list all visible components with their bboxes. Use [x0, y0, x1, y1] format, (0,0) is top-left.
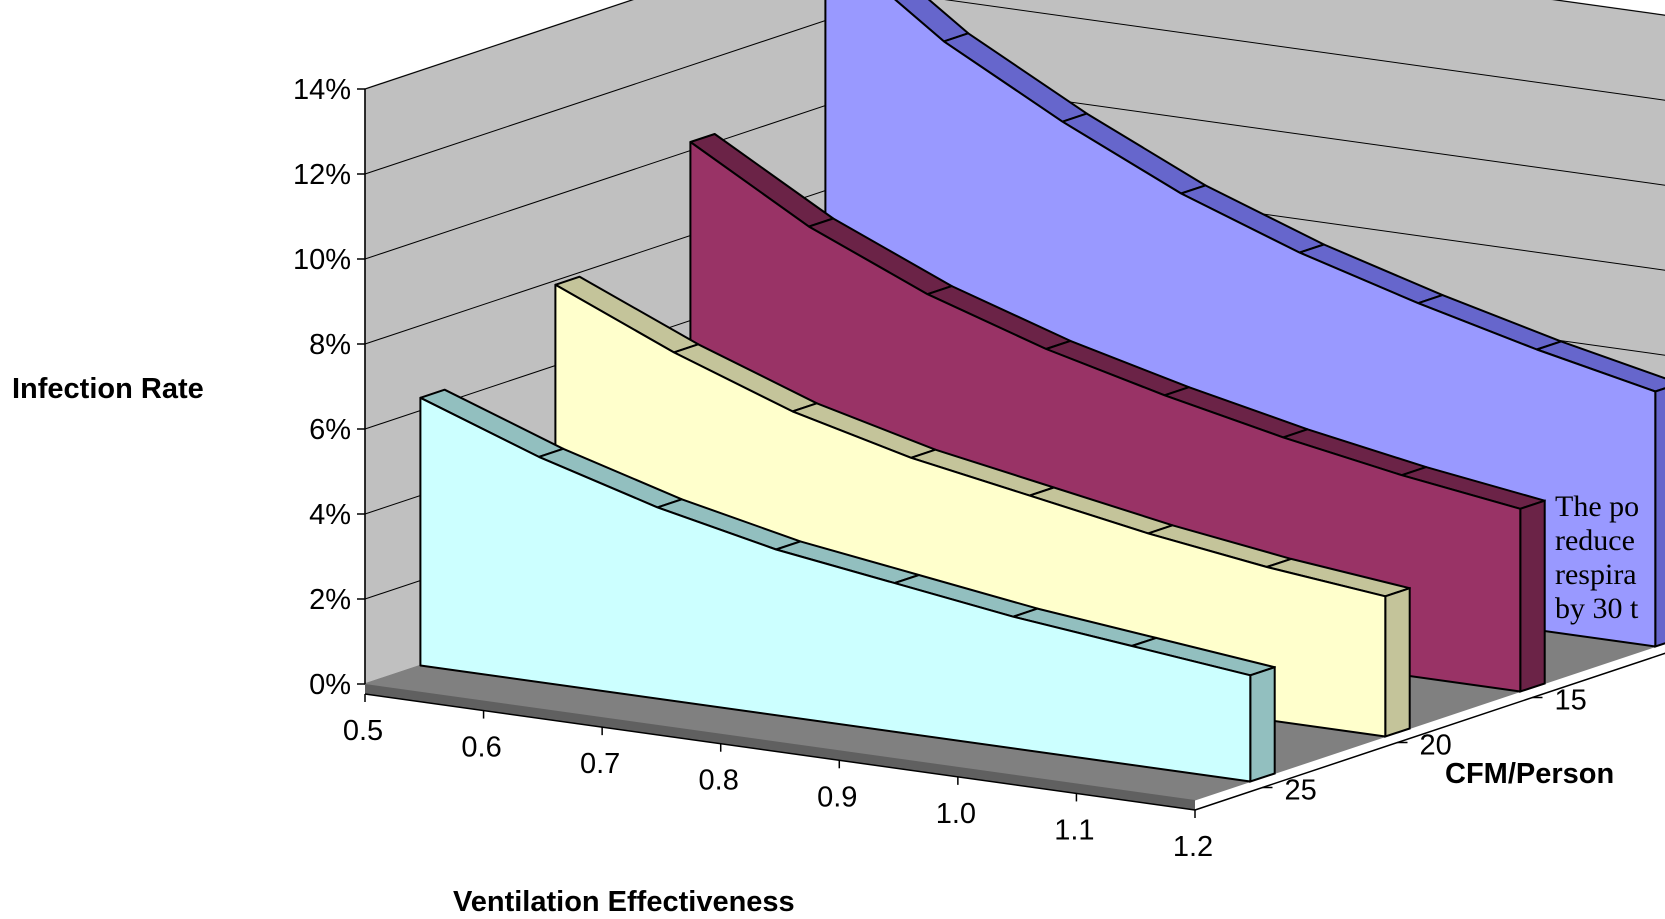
y-tick-label: 6%: [309, 414, 351, 446]
y-tick-label: 14%: [293, 74, 351, 106]
x-axis-title: Ventilation Effectiveness: [453, 886, 795, 918]
x-tick-label: 0.7: [580, 748, 620, 780]
side-note-line: The po: [1555, 490, 1640, 523]
y-tick-label: 0%: [309, 669, 351, 701]
x-tick-label: 0.9: [817, 781, 857, 813]
gridline: [364, 0, 1665, 175]
series-front-face: [419, 396, 1252, 783]
side-note-text: The po reduce respira by 30 t: [1555, 490, 1665, 626]
side-note-line: respira: [1555, 558, 1637, 591]
series-end-cap: [1384, 586, 1411, 738]
series-25: [419, 388, 1276, 783]
x-tick-label: 0.8: [699, 765, 739, 797]
y-tick-label: 12%: [293, 159, 351, 191]
y-tick-label: 4%: [309, 499, 351, 531]
series-layer: [419, 0, 1665, 783]
y-tick-label: 8%: [309, 329, 351, 361]
side-note-line: reduce: [1555, 524, 1635, 557]
z-axis-title: CFM/Person: [1445, 758, 1614, 790]
floor-edge: [365, 684, 1195, 810]
x-tick-label: 1.0: [936, 798, 976, 830]
tick-labels: 0% 2% 4% 6% 8% 10% 12% 14% 0.5 0.6 0.7 0.8 0.9 1.0 1.1…: [293, 74, 1587, 863]
x-axis-line: [364, 693, 1196, 811]
y-tick-label: 2%: [309, 584, 351, 616]
side-note-line: by 30 t: [1555, 592, 1639, 625]
z-tick-label: 25: [1285, 775, 1317, 807]
z-tick-label: 15: [1555, 685, 1587, 717]
z-tick-label: 20: [1420, 730, 1452, 762]
y-tick-label: 10%: [293, 244, 351, 276]
series-end-cap: [1519, 499, 1546, 693]
z-axis-line: [1194, 652, 1665, 811]
axes: [357, 88, 1665, 818]
x-tick-label: 1.1: [1054, 814, 1094, 846]
x-tick-label: 0.5: [343, 715, 383, 747]
y-axis-title: Infection Rate: [12, 373, 204, 405]
x-tick-label: 1.2: [1173, 831, 1213, 863]
x-tick-label: 0.6: [461, 732, 501, 764]
series-end-cap: [1249, 665, 1276, 783]
gridline: [364, 0, 1665, 90]
